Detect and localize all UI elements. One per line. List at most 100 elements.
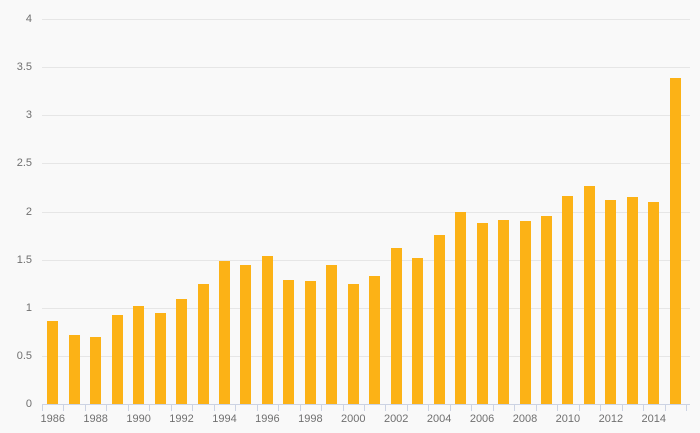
x-axis-line — [42, 404, 690, 405]
x-tick — [235, 404, 237, 411]
bar-2000[interactable] — [347, 283, 359, 404]
y-tick-label: 2.5 — [16, 157, 32, 170]
bar-2007[interactable] — [498, 220, 510, 404]
x-tick — [557, 404, 559, 411]
bar-2001[interactable] — [369, 276, 381, 404]
x-tick — [192, 404, 194, 411]
x-tick — [578, 404, 580, 411]
x-tick — [278, 404, 280, 411]
bar-2006[interactable] — [476, 223, 488, 404]
bar-1987[interactable] — [68, 334, 80, 404]
bar-2015[interactable] — [669, 77, 681, 404]
x-tick-label: 2002 — [383, 413, 409, 425]
bar-1991[interactable] — [154, 312, 166, 404]
x-tick — [471, 404, 473, 411]
bar-2008[interactable] — [519, 221, 531, 404]
y-tick-label: 3.5 — [16, 61, 32, 74]
x-tick — [364, 404, 365, 411]
x-tick — [321, 404, 323, 411]
x-tick-label: 2012 — [598, 413, 624, 425]
x-tick — [84, 404, 86, 411]
bar-1986[interactable] — [47, 321, 59, 404]
gridline — [42, 259, 690, 261]
x-tick-label: 2008 — [512, 413, 538, 425]
x-tick — [664, 404, 666, 411]
x-tick — [170, 404, 172, 411]
bar-1993[interactable] — [197, 283, 209, 404]
y-tick-label: 0.5 — [16, 349, 32, 362]
plot-area — [42, 10, 690, 404]
x-tick-label: 2010 — [555, 413, 581, 425]
bar-2010[interactable] — [562, 196, 574, 404]
x-tick — [514, 404, 516, 411]
gridline — [42, 115, 690, 117]
bar-1990[interactable] — [133, 305, 145, 404]
x-tick-label: 1994 — [212, 413, 237, 425]
x-tick-label: 1990 — [126, 413, 151, 425]
x-axis-ticks — [42, 404, 690, 412]
x-tick — [686, 404, 687, 411]
bar-1999[interactable] — [326, 265, 338, 404]
gridline — [42, 67, 690, 69]
gridline — [42, 307, 690, 309]
x-tick — [63, 404, 65, 411]
bar-2011[interactable] — [583, 186, 595, 404]
x-tick-label: 1992 — [169, 413, 194, 425]
bars-group — [42, 0, 690, 404]
x-tick-label: 1996 — [255, 413, 280, 425]
x-tick — [535, 404, 537, 411]
x-tick — [106, 404, 108, 411]
x-tick — [385, 404, 387, 411]
bar-1988[interactable] — [90, 336, 102, 404]
x-tick — [406, 404, 408, 411]
gridline — [42, 211, 690, 213]
bar-1994[interactable] — [218, 260, 230, 404]
bar-2012[interactable] — [605, 199, 617, 404]
bar-2004[interactable] — [433, 234, 445, 404]
x-tick-label: 1986 — [40, 413, 65, 425]
x-tick-label: 2000 — [341, 413, 366, 425]
x-tick — [299, 404, 301, 411]
y-tick-label: 1 — [25, 301, 32, 314]
x-tick — [213, 404, 215, 411]
x-tick — [643, 404, 645, 411]
x-tick — [149, 404, 151, 411]
bar-2002[interactable] — [390, 248, 402, 404]
bar-1998[interactable] — [304, 280, 316, 404]
gridline — [42, 355, 690, 357]
x-tick-label: 2014 — [641, 413, 667, 425]
bar-1995[interactable] — [240, 265, 252, 404]
x-tick-label: 2006 — [469, 413, 495, 425]
x-tick-label: 1988 — [83, 413, 108, 425]
x-tick — [127, 404, 129, 411]
gridline — [42, 19, 690, 20]
x-axis-labels: 1986 1988 1990 1992 1994 1996 1998 2000 2002 2004… — [0, 411, 700, 433]
x-tick — [42, 404, 43, 411]
y-tick-label: 4 — [25, 13, 32, 25]
x-tick — [342, 404, 344, 411]
bar-2009[interactable] — [540, 216, 552, 404]
x-tick-label: 2004 — [426, 413, 452, 425]
bar-2013[interactable] — [626, 197, 638, 404]
bar-2014[interactable] — [648, 201, 660, 404]
bar-2005[interactable] — [455, 212, 467, 404]
bar-1989[interactable] — [111, 315, 123, 404]
bar-1992[interactable] — [176, 299, 188, 404]
x-tick-label: 1998 — [298, 413, 323, 425]
bar-1997[interactable] — [283, 279, 295, 404]
y-tick-label: 0 — [25, 398, 32, 410]
y-tick-label: 3 — [25, 109, 32, 122]
x-tick — [449, 404, 451, 411]
x-tick — [600, 404, 602, 411]
gridline — [42, 163, 690, 165]
y-tick-label: 2 — [25, 205, 32, 218]
x-tick — [428, 404, 430, 411]
x-tick — [621, 404, 623, 411]
bar-1996[interactable] — [261, 255, 273, 404]
y-tick-label: 1.5 — [16, 253, 32, 266]
x-tick — [492, 404, 494, 411]
x-tick — [256, 404, 258, 411]
bar-2003[interactable] — [412, 257, 424, 404]
